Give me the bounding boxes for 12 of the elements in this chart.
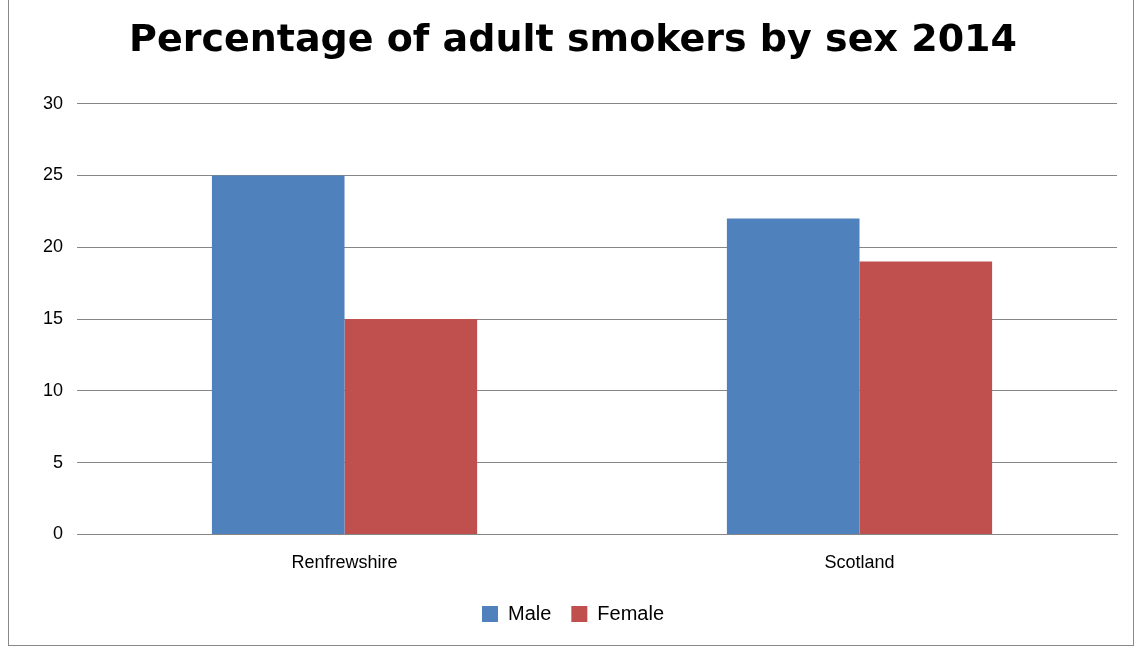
x-tick-label: Scotland [824,552,895,573]
y-tick-label: 25 [42,164,64,185]
legend-label: Female [597,601,665,624]
y-tick-label: 5 [53,451,64,472]
chart-title: Percentage of adult smokers by sex 2014 [129,15,1017,60]
legend-label: Male [507,601,552,624]
x-tick-label: Renfrewshire [291,552,398,573]
y-tick-label: 15 [42,307,64,328]
y-tick-label: 30 [42,92,64,113]
y-tick-label: 20 [42,236,64,257]
y-tick-label: 10 [42,379,64,400]
y-tick-label: 0 [53,523,64,544]
